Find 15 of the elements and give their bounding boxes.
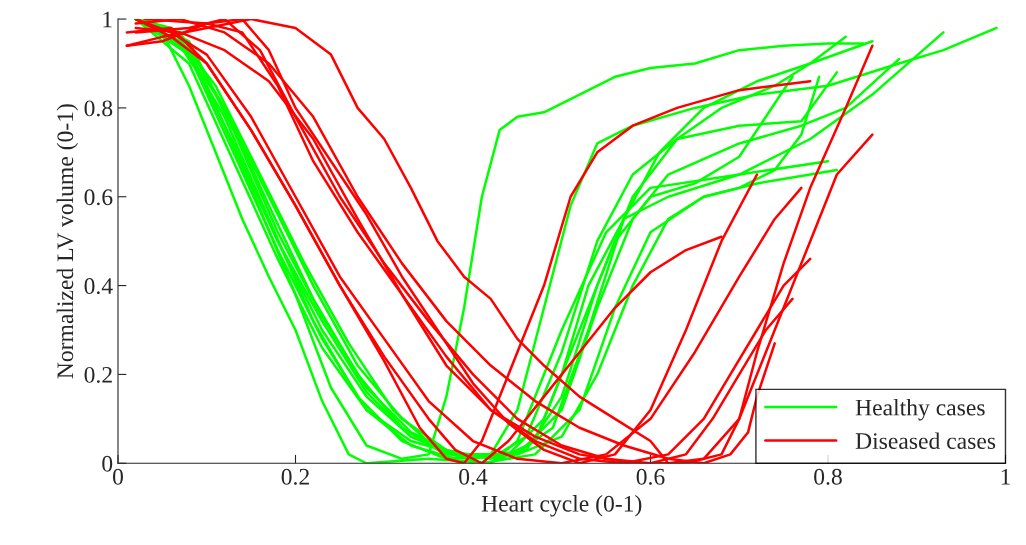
y-axis-title: Normalized LV volume (0-1): [56, 104, 79, 379]
y-tick-label: 0.2: [84, 366, 112, 383]
y-tick-label: 0.6: [84, 189, 113, 206]
y-tick-label: 0.8: [84, 100, 113, 117]
y-tick-label: 0: [102, 455, 113, 472]
x-tick-label: 0.2: [281, 468, 309, 485]
legend-label: Diseased cases: [855, 432, 996, 450]
x-tick-label: 1: [1001, 468, 1010, 485]
legend-label: Healthy cases: [855, 398, 985, 421]
y-tick-label: 1: [103, 11, 112, 28]
x-axis-title: Heart cycle (0-1): [481, 495, 642, 517]
x-tick-label: 0.4: [459, 468, 488, 485]
y-tick-label: 0.4: [84, 278, 113, 295]
x-tick-label: 0.6: [636, 468, 665, 485]
x-tick-label: 0.8: [814, 468, 842, 485]
